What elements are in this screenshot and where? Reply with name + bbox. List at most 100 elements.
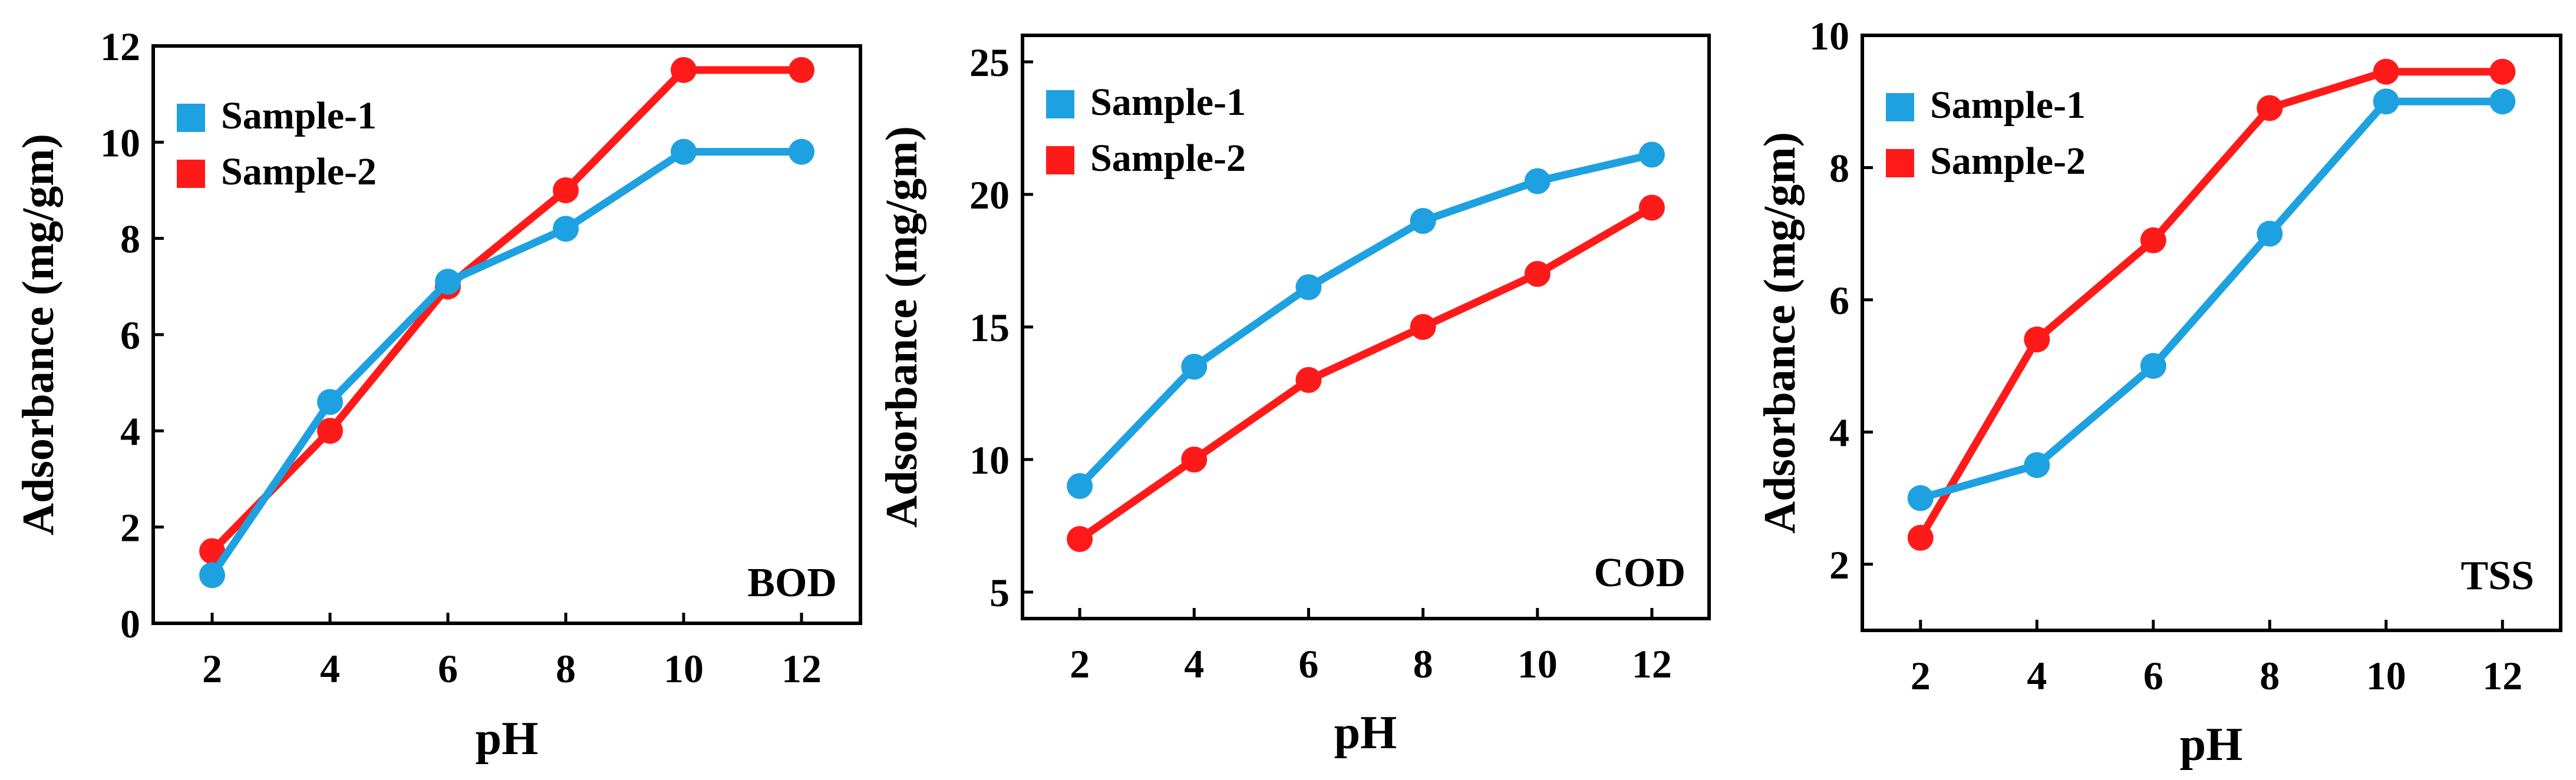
x-tick-label: 6	[438, 646, 458, 691]
y-tick-label: 2	[1829, 543, 1849, 587]
data-point-sample-2	[1410, 314, 1436, 340]
legend-label: Sample-2	[1090, 137, 1246, 180]
data-point-sample-1	[1638, 141, 1665, 168]
data-point-sample-1	[2257, 220, 2283, 247]
x-tick-label: 10	[2366, 653, 2406, 698]
data-point-sample-1	[1524, 168, 1551, 194]
data-point-sample-2	[2489, 58, 2516, 85]
x-tick-label: 4	[320, 646, 340, 691]
data-point-sample-1	[671, 138, 697, 165]
x-tick-label: 12	[781, 646, 822, 691]
series-layer	[1907, 58, 2516, 551]
x-tick-group: 2 4 6 8 10 12	[202, 613, 822, 691]
data-point-sample-2	[553, 177, 579, 203]
x-tick-label: 2	[1070, 642, 1090, 686]
y-axis-label: Adsorbance (mg/gm)	[877, 126, 926, 528]
x-tick-label: 12	[2482, 653, 2522, 698]
data-point-sample-1	[317, 389, 343, 415]
series-line-sample-1	[1917, 97, 2506, 503]
legend-swatch	[1046, 90, 1074, 118]
legend-label: Sample-1	[1930, 84, 2086, 127]
data-point-sample-2	[1295, 367, 1322, 393]
data-point-sample-2	[1907, 524, 1934, 551]
data-point-sample-1	[789, 138, 814, 165]
series-line-sample-1	[1076, 151, 1656, 490]
y-tick-label: 4	[1829, 410, 1849, 455]
x-axis-label: pH	[476, 713, 539, 765]
x-axis-label: pH	[1334, 707, 1397, 759]
panel-label: TSS	[2460, 553, 2534, 599]
y-tick-group: 5 10 15 20 25	[969, 40, 1033, 615]
data-point-sample-1	[1907, 485, 1934, 511]
y-tick-label: 5	[989, 570, 1010, 615]
data-point-sample-1	[199, 562, 225, 589]
data-point-sample-2	[1524, 261, 1551, 287]
data-point-sample-2	[2257, 95, 2283, 121]
y-tick-label: 8	[120, 217, 140, 262]
data-point-sample-2	[1067, 526, 1093, 552]
legend: Sample-1 Sample-2	[177, 94, 377, 193]
y-tick-label: 25	[969, 40, 1010, 85]
panel-label: COD	[1594, 550, 1686, 596]
y-axis-label: Adsorbance (mg/gm)	[14, 134, 63, 536]
y-tick-label: 10	[100, 120, 140, 165]
data-point-sample-2	[2024, 326, 2050, 353]
x-tick-label: 6	[1298, 642, 1318, 686]
y-tick-group: 2 4 6 8 10	[1809, 14, 1873, 587]
x-tick-label: 8	[1413, 642, 1433, 686]
data-point-sample-1	[2024, 452, 2050, 478]
data-point-sample-2	[1181, 447, 1208, 472]
legend-swatch	[1886, 93, 1914, 121]
legend-label: Sample-2	[221, 150, 377, 193]
data-point-sample-2	[789, 57, 814, 83]
data-point-sample-2	[2373, 58, 2399, 85]
y-tick-label: 8	[1829, 146, 1849, 190]
data-point-sample-1	[1410, 208, 1436, 234]
data-point-sample-2	[2140, 227, 2166, 253]
legend-label: Sample-1	[1090, 81, 1246, 124]
y-axis-label: Adsorbance (mg/gm)	[1755, 132, 1805, 534]
x-tick-label: 2	[1911, 653, 1931, 698]
y-tick-label: 12	[100, 24, 140, 69]
y-tick-label: 6	[1829, 278, 1849, 323]
series-line-sample-1	[208, 148, 806, 579]
y-tick-label: 15	[969, 305, 1010, 350]
data-point-sample-1	[1181, 353, 1208, 380]
series-line-sample-2	[1917, 68, 2506, 542]
data-point-sample-1	[435, 269, 461, 295]
legend-swatch	[1046, 146, 1074, 174]
data-point-sample-2	[1638, 194, 1665, 221]
data-point-sample-1	[553, 216, 579, 242]
x-tick-label: 6	[2143, 653, 2163, 698]
legend: Sample-1 Sample-2	[1046, 81, 1246, 180]
data-point-sample-2	[199, 538, 225, 564]
legend-swatch	[1886, 149, 1914, 177]
plot-frame	[1021, 34, 1711, 620]
y-tick-group: 0 2 4 6 8 10 12	[100, 24, 164, 646]
y-tick-label: 0	[120, 601, 140, 646]
panel-label: BOD	[747, 560, 837, 606]
x-tick-label: 10	[1518, 642, 1558, 686]
x-tick-label: 2	[202, 646, 222, 691]
data-point-sample-1	[1067, 473, 1093, 499]
series-layer	[199, 57, 814, 589]
x-tick-group: 2 4 6 8 10 12	[1070, 608, 1672, 686]
x-tick-label: 8	[556, 646, 576, 691]
legend: Sample-1 Sample-2	[1886, 84, 2086, 183]
y-tick-label: 6	[120, 313, 140, 358]
data-point-sample-1	[1295, 274, 1322, 300]
series-line-sample-2	[1076, 204, 1656, 543]
data-point-sample-1	[2373, 88, 2399, 115]
data-point-sample-1	[2140, 353, 2166, 379]
y-tick-label: 10	[1809, 14, 1849, 58]
legend-label: Sample-1	[221, 94, 377, 137]
x-tick-label: 4	[1184, 642, 1204, 686]
series-layer	[1067, 141, 1665, 552]
y-tick-label: 2	[120, 505, 140, 550]
x-tick-label: 8	[2260, 653, 2280, 698]
x-tick-label: 12	[1632, 642, 1672, 686]
